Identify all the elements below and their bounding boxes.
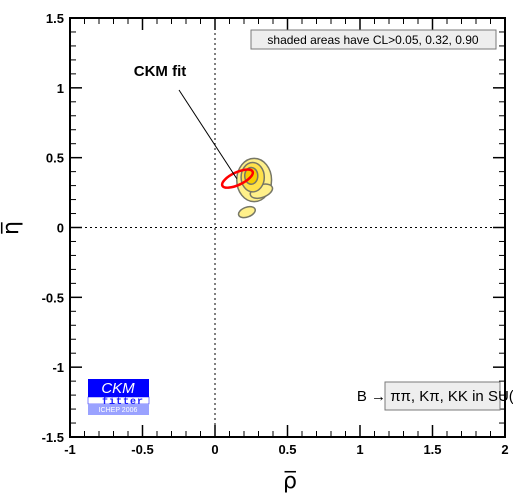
y-tick-label: -0.5 [42,290,64,305]
y-axis-title: η̅ [0,221,24,235]
y-tick-label: 0 [57,221,64,236]
x-tick-label: 1.5 [423,442,441,457]
y-tick-label: -1 [52,360,64,375]
x-tick-label: -0.5 [131,442,153,457]
bottom-label-text: B → ππ, Kπ, KK in SU(3) [357,388,513,405]
x-tick-label: 0.5 [278,442,296,457]
x-tick-label: 1 [356,442,363,457]
ckmfitter-logo: CKM fitter ICHEP 2006 [88,379,149,415]
x-tick-label: 2 [501,442,508,457]
x-tick-label: -1 [64,442,76,457]
x-tick-label: 0 [211,442,218,457]
y-tick-label: -1.5 [42,430,64,445]
legend-box-text: shaded areas have CL>0.05, 0.32, 0.90 [267,33,478,47]
x-axis-title: ρ̅ [283,469,297,494]
logo-main-text: CKM [101,380,135,397]
annotation-text: CKM fit [134,63,187,80]
y-tick-label: 1 [57,81,64,96]
legend-box: shaded areas have CL>0.05, 0.32, 0.90 [251,30,496,49]
logo-event-text: ICHEP 2006 [99,407,138,414]
y-tick-label: 0.5 [46,151,64,166]
y-tick-label: 1.5 [46,11,64,26]
